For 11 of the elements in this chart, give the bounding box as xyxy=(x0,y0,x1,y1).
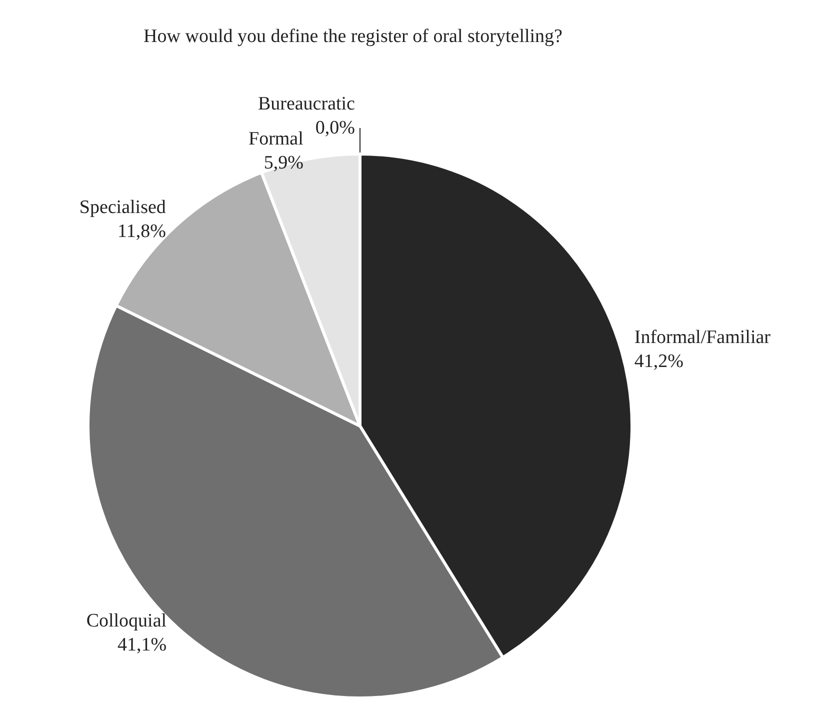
slice-label: Specialised xyxy=(79,196,166,218)
chart-title: How would you define the register of oral storytelling? xyxy=(144,26,562,47)
text: 0,0% xyxy=(315,118,355,138)
data-label: 41,2% xyxy=(634,351,684,372)
category-label: Bureaucratic xyxy=(258,94,355,114)
slice-label: Informal/Familiar xyxy=(634,327,772,348)
data-label: 5,9% xyxy=(264,152,304,174)
slice-label: Colloquial xyxy=(86,610,167,632)
data-label: 41,1% xyxy=(117,634,167,656)
data-label: 11,8% xyxy=(118,220,166,242)
slice-label: Formal xyxy=(248,128,304,150)
